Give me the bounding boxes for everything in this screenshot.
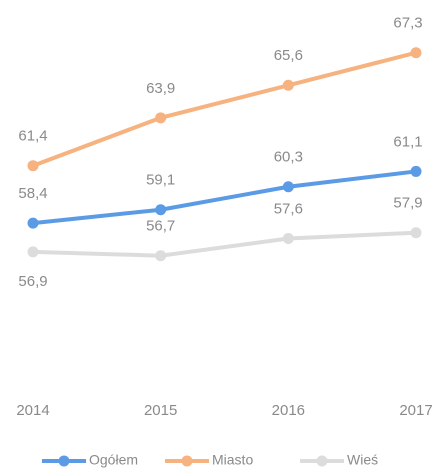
legend-label: Miasto — [212, 452, 253, 468]
x-tick-label: 2015 — [144, 402, 177, 419]
data-label: 60,3 — [274, 149, 303, 166]
legend-marker — [181, 455, 193, 467]
data-label: 57,9 — [393, 195, 422, 212]
x-tick-label: 2014 — [16, 402, 49, 419]
legend-item: Ogółem — [42, 452, 138, 468]
point — [27, 160, 39, 172]
data-label: 59,1 — [146, 172, 175, 189]
point — [282, 181, 294, 193]
legend-label: Wieś — [347, 452, 378, 468]
data-label: 63,9 — [146, 80, 175, 97]
legend-item: Miasto — [165, 452, 253, 468]
legend-item: Wieś — [300, 452, 378, 468]
data-label: 61,1 — [393, 133, 422, 150]
legend-marker — [58, 455, 70, 467]
data-label: 56,9 — [18, 273, 47, 290]
point — [282, 232, 294, 244]
point — [282, 79, 294, 91]
line — [31, 169, 418, 226]
data-label: 56,7 — [146, 218, 175, 235]
legend-marker — [316, 455, 328, 467]
data-label: 67,3 — [393, 15, 422, 32]
point — [155, 112, 167, 124]
point — [27, 217, 39, 229]
data-label: 61,4 — [18, 128, 47, 145]
line — [31, 230, 418, 258]
legend-label: Ogółem — [89, 452, 138, 468]
line — [31, 50, 418, 168]
point — [410, 227, 422, 239]
data-label: 65,6 — [274, 47, 303, 64]
point — [27, 246, 39, 258]
point — [155, 250, 167, 262]
x-tick-label: 2016 — [272, 402, 305, 419]
x-tick-label: 2017 — [399, 402, 432, 419]
point — [155, 204, 167, 216]
point — [410, 165, 422, 177]
data-label: 58,4 — [18, 185, 47, 202]
point — [410, 47, 422, 59]
data-label: 57,6 — [274, 200, 303, 217]
